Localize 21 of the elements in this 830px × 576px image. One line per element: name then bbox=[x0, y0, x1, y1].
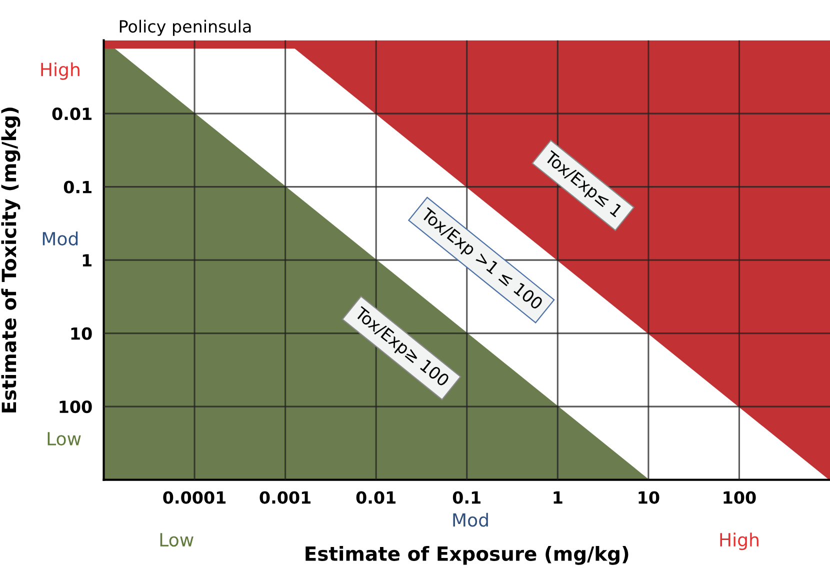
x-tick-label: 0.1 bbox=[452, 491, 480, 504]
y-tick-label: 0.1 bbox=[64, 180, 92, 194]
text: Mod bbox=[453, 512, 488, 527]
text: Low bbox=[160, 533, 194, 547]
y-tick-label: 10 bbox=[71, 327, 92, 340]
text: Mod bbox=[42, 232, 78, 246]
text: High bbox=[720, 532, 758, 550]
x-tick-label: 1 bbox=[554, 491, 562, 504]
x-tick-label: 0.01 bbox=[356, 491, 396, 504]
x-tick-label: 0.001 bbox=[260, 491, 311, 504]
x-tick-label: 100 bbox=[724, 491, 756, 504]
text: High bbox=[41, 62, 80, 80]
y-tick-label: 0.01 bbox=[52, 108, 92, 120]
x-tick-label: 0.0001 bbox=[163, 491, 226, 504]
band-label: Policy peninsula bbox=[120, 20, 251, 36]
y-tick-label: 1 bbox=[82, 254, 92, 266]
x-axis-title: Estimate of Exposure (mg/kg) bbox=[306, 546, 628, 565]
x-tick-label: 10 bbox=[638, 491, 660, 504]
y-axis-title: Estimate of Toxicity (mg/kg) bbox=[1, 108, 20, 412]
y-tick-label: 100 bbox=[60, 400, 92, 414]
text: Low bbox=[48, 432, 81, 446]
